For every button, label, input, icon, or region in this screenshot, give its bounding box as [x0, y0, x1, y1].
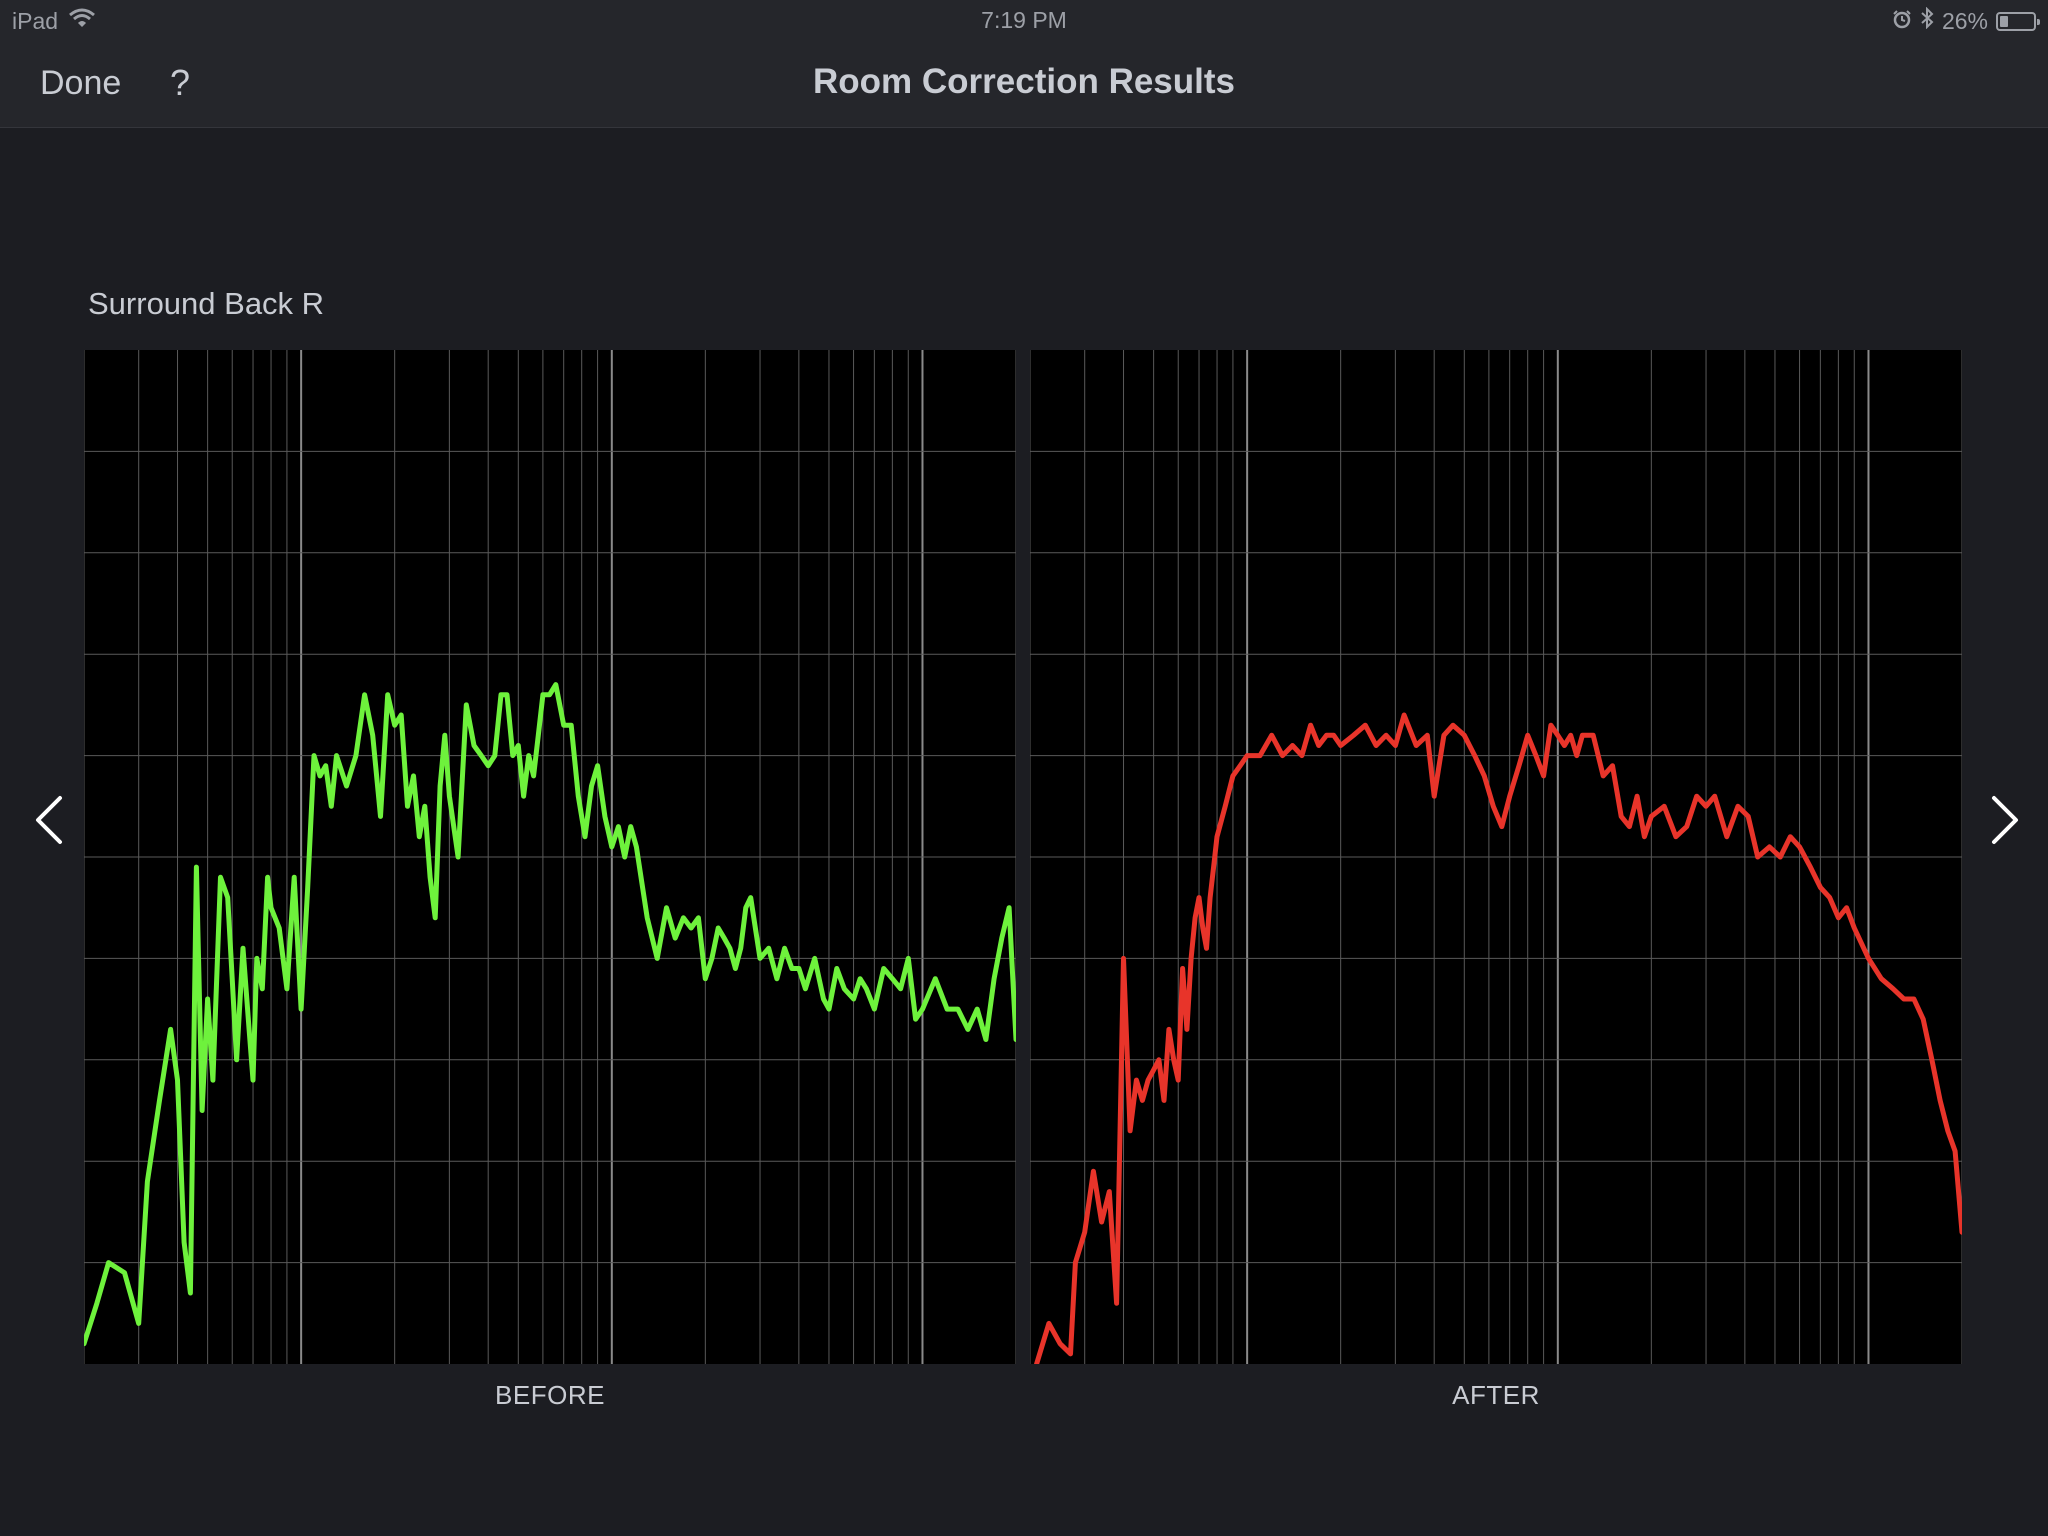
status-bar: iPad 7:19 PM 26% [0, 0, 2048, 40]
help-button[interactable]: ? [170, 62, 191, 103]
wifi-icon [68, 7, 96, 35]
after-chart-svg [1030, 350, 1962, 1364]
page-title: Room Correction Results [813, 62, 1235, 101]
device-name: iPad [12, 7, 59, 34]
done-button[interactable]: Done [40, 64, 122, 102]
before-chart-svg [84, 350, 1016, 1364]
before-response-curve [84, 682, 1016, 1347]
alarm-icon [1892, 8, 1912, 35]
chevron-left-icon[interactable] [20, 790, 80, 850]
battery-tip [2037, 18, 2040, 25]
battery-percent: 26% [1941, 7, 1988, 34]
before-chart [84, 350, 1016, 1364]
status-time: 7:19 PM [981, 7, 1067, 33]
after-label: AFTER [1452, 1380, 1540, 1410]
after-chart [1030, 350, 1962, 1364]
bluetooth-icon [1920, 6, 1934, 35]
before-label: BEFORE [495, 1380, 605, 1410]
status-right: 26% [1892, 6, 2040, 35]
navigation-bar: Done ? Room Correction Results [0, 40, 2048, 128]
battery-icon [1996, 11, 2040, 31]
speaker-name: Surround Back R [88, 286, 325, 321]
chevron-right-icon[interactable] [1974, 790, 2034, 850]
battery-level-fill [2000, 15, 2009, 27]
after-response-curve [1034, 712, 1962, 1364]
status-left: iPad [12, 7, 96, 35]
